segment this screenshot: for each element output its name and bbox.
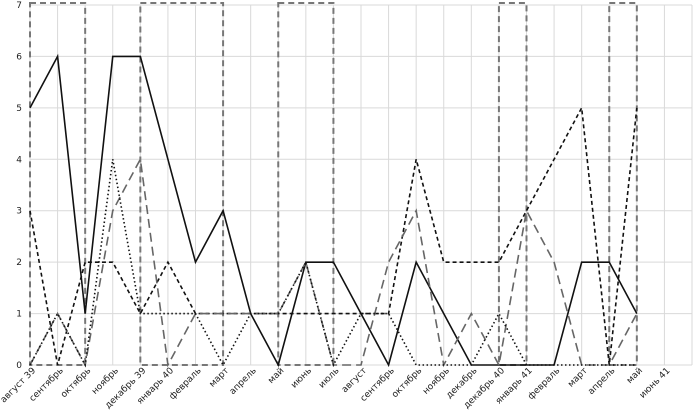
x-tick-label: июнь	[289, 366, 313, 390]
y-tick-label: 2	[16, 258, 22, 268]
y-tick-label: 4	[16, 155, 22, 165]
highlight-period-box	[497, 2, 528, 366]
x-tick-label: май	[266, 366, 286, 386]
x-tick-label: апрель	[228, 366, 259, 397]
y-tick-label: 5	[16, 104, 22, 114]
x-tick-label: апрель	[586, 366, 617, 397]
x-tick-label: октябрь	[59, 366, 93, 400]
y-tick-label: 0	[16, 361, 22, 371]
x-tick-label: июнь 41	[638, 366, 673, 401]
y-tick-label: 7	[16, 1, 22, 11]
series-line-1	[29, 53, 638, 368]
y-tick-label: 1	[16, 310, 22, 320]
highlight-period-box	[277, 2, 335, 366]
y-tick-label: 3	[16, 207, 22, 217]
y-tick-label: 6	[16, 52, 22, 62]
x-tick-label: июль	[317, 366, 341, 390]
x-tick-label: октябрь	[390, 366, 424, 400]
series-line-2	[29, 105, 638, 366]
highlight-period-box	[608, 2, 638, 366]
x-tick-label: март	[208, 366, 232, 390]
x-tick-label: май	[625, 366, 645, 386]
series-line-4	[29, 159, 637, 368]
highlight-period-box	[139, 2, 225, 366]
x-tick-label: март	[566, 366, 590, 390]
